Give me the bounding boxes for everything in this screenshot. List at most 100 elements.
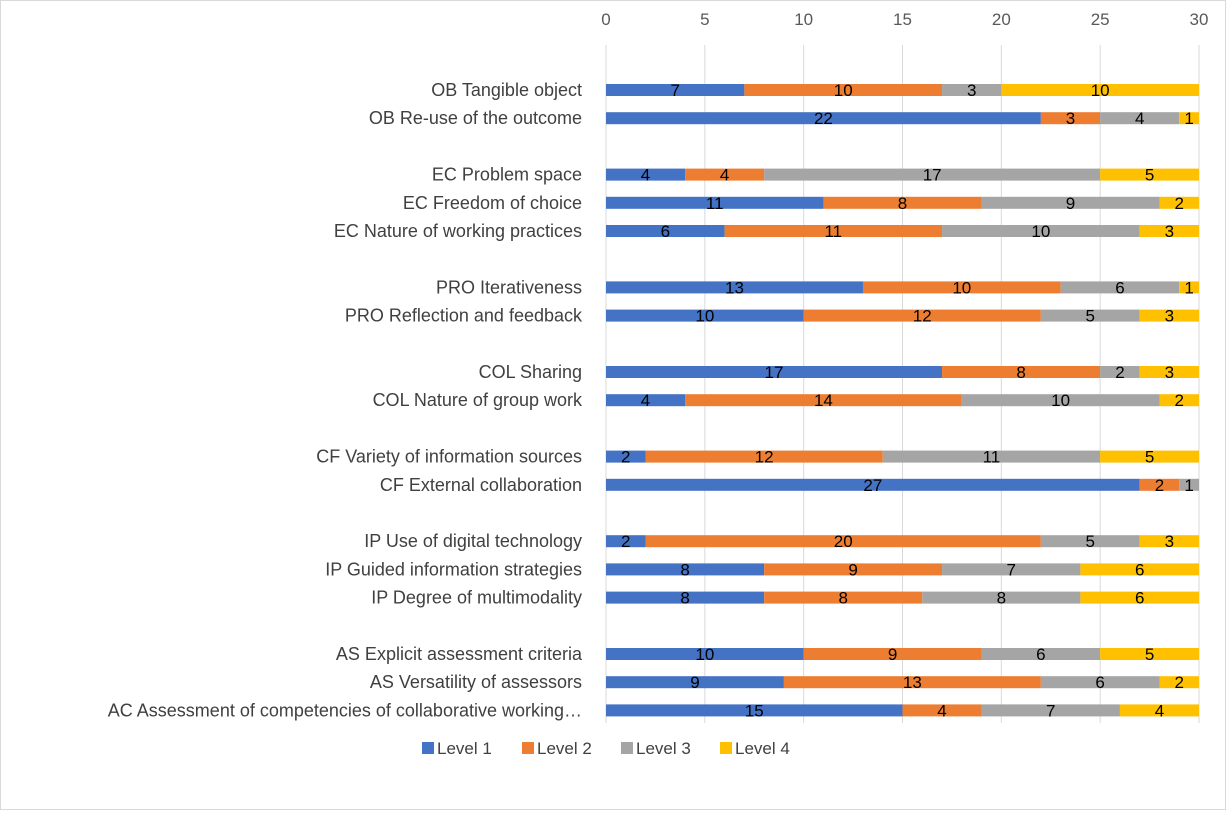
data-label: 15 — [745, 701, 764, 720]
data-label: 5 — [1086, 307, 1095, 326]
data-label: 3 — [1165, 222, 1174, 241]
bar-segment — [764, 168, 1101, 181]
bar-segment — [606, 676, 784, 689]
bar-segment — [1139, 309, 1199, 322]
data-label: 2 — [621, 532, 630, 551]
data-label: 9 — [888, 645, 897, 664]
legend-label: Level 4 — [735, 739, 790, 758]
bar-segment — [902, 704, 982, 717]
bar-segment — [981, 196, 1160, 209]
data-label: 6 — [1036, 645, 1045, 664]
data-label: 8 — [898, 194, 907, 213]
bar-segment — [1139, 535, 1199, 548]
data-label: 6 — [1135, 560, 1144, 579]
bar-segment — [1080, 591, 1199, 604]
data-label: 1 — [1184, 109, 1193, 128]
bar-segment — [1179, 281, 1199, 294]
data-label: 6 — [1115, 278, 1124, 297]
bar-segment — [1119, 704, 1199, 717]
bar-segment — [1159, 394, 1199, 407]
data-label: 3 — [967, 81, 976, 100]
x-tick-label: 15 — [893, 10, 912, 29]
bars — [606, 84, 1199, 717]
bar-segment — [1100, 112, 1180, 125]
data-label: 22 — [814, 109, 833, 128]
data-label: 9 — [690, 673, 699, 692]
bar-segment — [1040, 112, 1101, 125]
bar-segment — [685, 168, 765, 181]
bar-segment — [942, 225, 1140, 237]
x-tick-label: 5 — [700, 10, 709, 29]
data-label: 3 — [1165, 363, 1174, 382]
bar-segment — [1080, 563, 1199, 576]
bar-segment — [961, 394, 1160, 407]
bar-segment — [606, 366, 943, 378]
data-label: 10 — [695, 307, 714, 326]
bar-segment — [823, 196, 982, 209]
data-label: 5 — [1145, 448, 1154, 467]
data-label: 4 — [937, 701, 946, 720]
bar-segment — [1179, 478, 1199, 491]
bar-segment — [862, 281, 1061, 294]
data-label: 7 — [1046, 701, 1055, 720]
category-labels: OB Tangible object OB Re-use of the outco… — [108, 80, 583, 720]
bar-segment — [606, 450, 646, 463]
category-label: AS Explicit assessment criteria — [336, 644, 583, 664]
data-label: 8 — [838, 589, 847, 608]
bar-segment — [606, 535, 646, 548]
bar-segment — [606, 309, 804, 322]
legend-swatch — [422, 742, 434, 754]
data-label: 11 — [983, 448, 1001, 467]
x-tick-label: 30 — [1190, 10, 1209, 29]
bar-segment — [744, 84, 943, 96]
bar-segment — [942, 84, 1002, 96]
bar-segment — [606, 704, 903, 717]
data-label: 9 — [848, 560, 857, 579]
data-label: 5 — [1145, 166, 1154, 185]
bar-segment — [606, 648, 804, 660]
bar-segment — [645, 450, 883, 463]
bar-segment — [606, 196, 824, 209]
bar-segment — [1139, 478, 1180, 491]
data-label: 4 — [1135, 109, 1144, 128]
data-label: 2 — [1174, 194, 1183, 213]
bar-segment — [882, 450, 1101, 463]
bar-segment — [606, 168, 686, 181]
data-label: 11 — [706, 194, 724, 213]
bar-segment — [606, 225, 725, 237]
data-label: 4 — [641, 166, 650, 185]
category-label: IP Use of digital technology — [364, 531, 582, 551]
bar-segment — [1100, 168, 1199, 181]
bar-segment — [1100, 366, 1140, 378]
data-label: 4 — [641, 391, 650, 410]
data-label: 2 — [1174, 391, 1183, 410]
category-label: PRO Iterativeness — [436, 277, 582, 297]
data-label: 12 — [755, 448, 774, 467]
data-label: 3 — [1066, 109, 1075, 128]
bar-segment — [922, 591, 1081, 604]
bar-segment — [685, 394, 962, 407]
legend-label: Level 3 — [636, 739, 691, 758]
data-label: 7 — [1006, 560, 1015, 579]
data-label: 7 — [670, 81, 679, 100]
data-label: 8 — [680, 560, 689, 579]
category-label: IP Degree of multimodality — [371, 588, 582, 608]
category-label: OB Re-use of the outcome — [369, 108, 582, 128]
bar-segment — [803, 309, 1041, 322]
data-label: 17 — [765, 363, 784, 382]
category-label: COL Sharing — [479, 362, 582, 382]
category-label: COL Nature of group work — [373, 390, 583, 410]
bar-segment — [1139, 366, 1199, 378]
data-label: 1 — [1184, 278, 1193, 297]
bar-segment — [606, 478, 1140, 491]
bar-segment — [764, 563, 943, 576]
data-label: 20 — [834, 532, 853, 551]
category-label: AS Versatility of assessors — [370, 672, 582, 692]
data-label: 2 — [1155, 476, 1164, 495]
data-label: 8 — [1016, 363, 1025, 382]
bar-segment — [724, 225, 943, 237]
data-label: 1 — [1184, 476, 1193, 495]
legend-swatch — [621, 742, 633, 754]
